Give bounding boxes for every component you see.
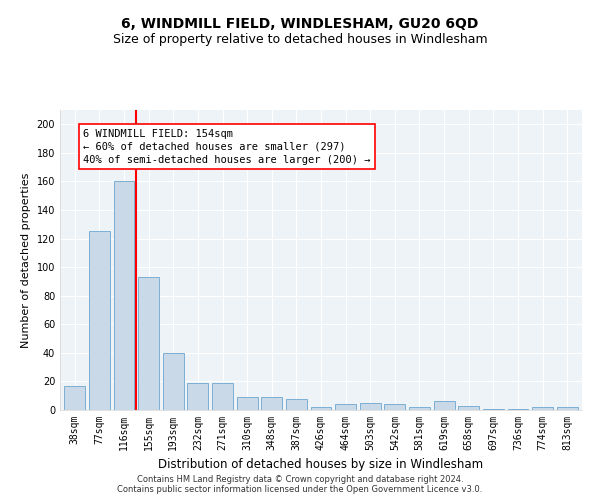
Bar <box>64 386 85 410</box>
Bar <box>286 398 307 410</box>
Bar <box>385 404 406 410</box>
Bar <box>311 407 331 410</box>
Bar <box>138 277 159 410</box>
Bar <box>212 383 233 410</box>
Bar <box>187 383 208 410</box>
Bar <box>163 353 184 410</box>
X-axis label: Distribution of detached houses by size in Windlesham: Distribution of detached houses by size … <box>158 458 484 471</box>
Bar <box>434 402 455 410</box>
Bar <box>360 403 381 410</box>
Bar <box>89 232 110 410</box>
Bar <box>483 408 504 410</box>
Bar <box>335 404 356 410</box>
Bar <box>409 407 430 410</box>
Bar <box>236 397 257 410</box>
Bar <box>261 397 282 410</box>
Bar <box>557 407 578 410</box>
Text: Size of property relative to detached houses in Windlesham: Size of property relative to detached ho… <box>113 32 487 46</box>
Text: Contains HM Land Registry data © Crown copyright and database right 2024.: Contains HM Land Registry data © Crown c… <box>137 475 463 484</box>
Text: 6 WINDMILL FIELD: 154sqm
← 60% of detached houses are smaller (297)
40% of semi-: 6 WINDMILL FIELD: 154sqm ← 60% of detach… <box>83 128 371 165</box>
Text: 6, WINDMILL FIELD, WINDLESHAM, GU20 6QD: 6, WINDMILL FIELD, WINDLESHAM, GU20 6QD <box>121 18 479 32</box>
Bar <box>508 408 529 410</box>
Bar <box>532 407 553 410</box>
Text: Contains public sector information licensed under the Open Government Licence v3: Contains public sector information licen… <box>118 485 482 494</box>
Y-axis label: Number of detached properties: Number of detached properties <box>21 172 31 348</box>
Bar <box>113 182 134 410</box>
Bar <box>458 406 479 410</box>
